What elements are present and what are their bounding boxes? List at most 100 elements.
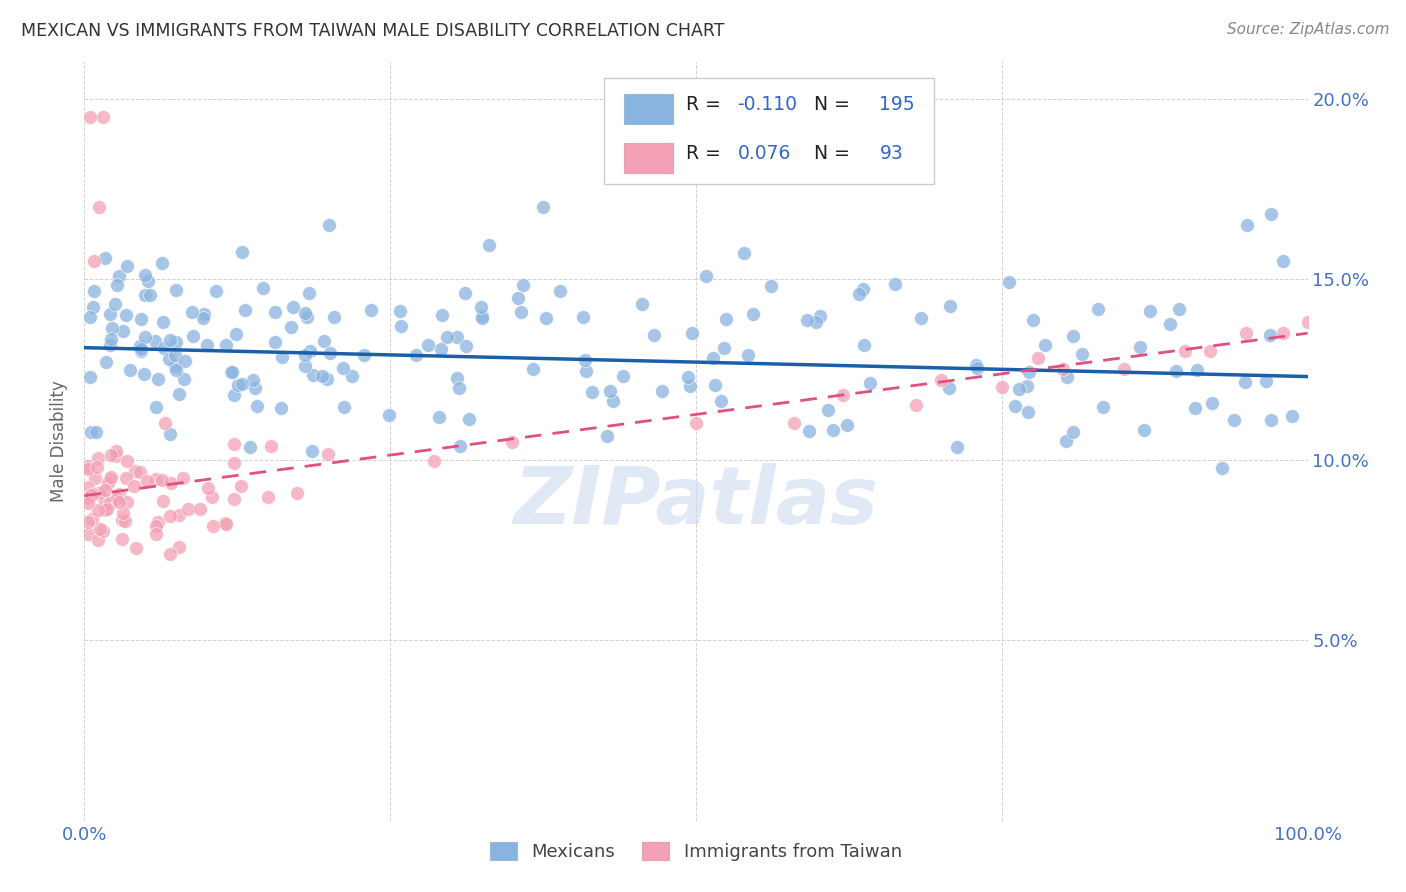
Point	[294, 359, 316, 373]
Point	[389, 318, 412, 333]
Point	[1033, 338, 1056, 352]
Point	[224, 457, 246, 471]
Point	[508, 291, 530, 305]
Point	[808, 309, 831, 323]
Point	[100, 495, 122, 509]
Point	[946, 440, 969, 454]
Point	[100, 469, 122, 483]
Point	[108, 487, 131, 501]
Point	[1234, 375, 1257, 389]
Point	[1052, 362, 1074, 376]
Point	[1296, 315, 1319, 329]
Text: 195: 195	[880, 95, 915, 114]
Point	[89, 522, 111, 536]
Point	[1198, 344, 1220, 359]
Point	[155, 417, 177, 431]
Point	[695, 268, 717, 283]
Point	[1272, 326, 1295, 341]
Point	[134, 268, 156, 283]
Point	[115, 495, 138, 509]
Point	[457, 412, 479, 426]
Point	[1017, 378, 1039, 392]
Point	[509, 304, 531, 318]
Point	[1211, 461, 1233, 475]
Point	[172, 471, 194, 485]
Point	[231, 377, 253, 392]
Point	[94, 483, 117, 498]
Point	[389, 304, 412, 318]
Point	[221, 365, 243, 379]
Point	[114, 514, 136, 528]
Point	[1260, 413, 1282, 427]
Point	[759, 279, 782, 293]
Point	[111, 507, 134, 521]
Point	[796, 313, 818, 327]
Point	[77, 490, 100, 504]
Point	[252, 281, 274, 295]
Point	[1222, 413, 1244, 427]
Point	[939, 299, 962, 313]
Point	[159, 333, 181, 347]
Point	[122, 479, 145, 493]
Point	[311, 368, 333, 383]
Point	[1236, 218, 1258, 232]
Point	[1021, 313, 1043, 327]
Point	[108, 495, 131, 509]
Point	[470, 300, 492, 314]
Y-axis label: Male Disability: Male Disability	[51, 381, 69, 502]
Point	[685, 417, 707, 431]
Point	[131, 311, 153, 326]
Point	[84, 425, 107, 439]
Point	[79, 310, 101, 324]
Point	[446, 329, 468, 343]
Point	[1056, 370, 1078, 384]
Point	[219, 365, 242, 379]
Point	[883, 277, 905, 291]
Point	[136, 474, 159, 488]
Point	[98, 472, 121, 486]
Point	[612, 369, 634, 384]
Point	[115, 259, 138, 273]
Point	[643, 327, 665, 342]
Point	[360, 302, 382, 317]
Point	[742, 307, 765, 321]
Point	[87, 533, 110, 548]
Point	[436, 330, 458, 344]
Point	[531, 200, 554, 214]
Point	[201, 490, 224, 504]
Point	[124, 464, 146, 478]
Point	[548, 285, 571, 299]
Point	[929, 373, 952, 387]
Point	[128, 338, 150, 352]
Point	[575, 364, 598, 378]
Point	[100, 448, 122, 462]
Point	[574, 352, 596, 367]
Point	[181, 329, 204, 343]
Point	[737, 348, 759, 362]
Point	[301, 444, 323, 458]
Point	[82, 487, 104, 501]
Point	[145, 519, 167, 533]
Point	[181, 305, 204, 319]
Point	[938, 380, 960, 394]
Point	[129, 343, 152, 357]
Point	[1091, 400, 1114, 414]
Text: 93: 93	[880, 145, 903, 163]
Point	[965, 358, 987, 372]
Point	[1018, 365, 1040, 379]
Point	[405, 348, 427, 362]
Point	[294, 306, 316, 320]
Point	[709, 393, 731, 408]
FancyBboxPatch shape	[605, 78, 935, 184]
Point	[427, 409, 450, 424]
Point	[835, 418, 858, 433]
Point	[679, 379, 702, 393]
Point	[77, 515, 100, 529]
Point	[651, 384, 673, 398]
Point	[84, 471, 107, 485]
Point	[224, 491, 246, 506]
Point	[243, 381, 266, 395]
Point	[848, 286, 870, 301]
Text: N =: N =	[803, 145, 856, 163]
Point	[239, 440, 262, 454]
